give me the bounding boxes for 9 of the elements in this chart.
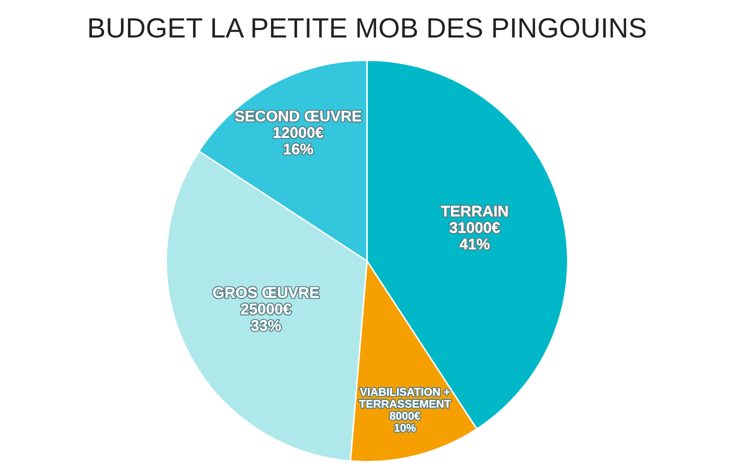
slice-label: GROS ŒUVRE [213, 287, 319, 298]
data-label: 8000€ 10% [390, 412, 420, 432]
slice-label: TERRAIN [440, 206, 508, 216]
data-label: 31000€ 41% [450, 222, 500, 250]
slice-label: SECOND ŒUVRE [234, 110, 362, 122]
slice-label: VIABILISATION + TERRASSEMENT [359, 388, 451, 408]
data-label: 25000€ 33% [241, 304, 292, 331]
data-label: 12000€ 16% [274, 127, 324, 154]
chart-title: BUDGET LA PETITE MOB DES PINGOUINS [89, 18, 646, 38]
